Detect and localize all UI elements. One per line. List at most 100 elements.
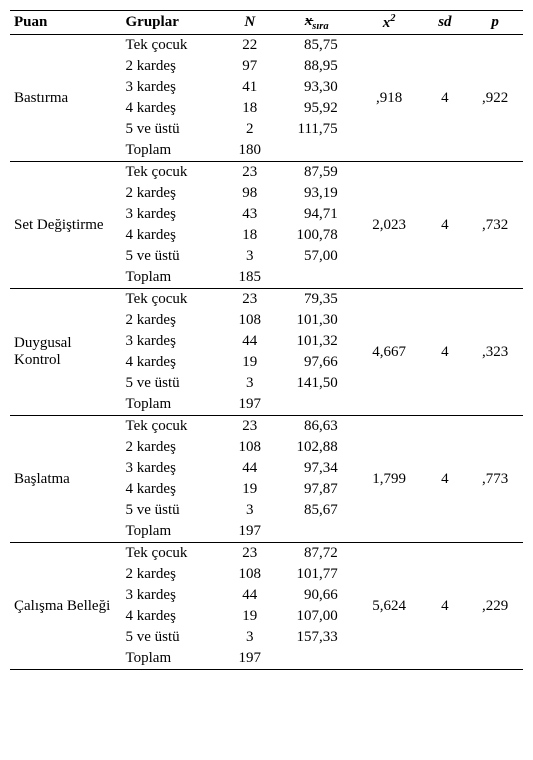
xsira-cell: 101,77 [278, 564, 356, 585]
p-cell: ,732 [467, 162, 523, 289]
group-cell: 3 kardeş [122, 585, 222, 606]
group-cell: 5 ve üstü [122, 373, 222, 394]
n-cell: 98 [222, 183, 278, 204]
table-row: BaşlatmaTek çocuk2386,631,7994,773 [10, 416, 523, 438]
n-cell: 23 [222, 289, 278, 311]
xsira-cell: 97,34 [278, 458, 356, 479]
p-cell: ,323 [467, 289, 523, 416]
group-cell: Toplam [122, 394, 222, 416]
xsira-cell: 79,35 [278, 289, 356, 311]
group-cell: 2 kardeş [122, 564, 222, 585]
xsira-cell: 87,59 [278, 162, 356, 184]
n-cell: 19 [222, 479, 278, 500]
n-cell: 3 [222, 627, 278, 648]
sd-cell: 4 [423, 162, 468, 289]
table-row: BastırmaTek çocuk2285,75,9184,922 [10, 35, 523, 57]
n-cell: 18 [222, 225, 278, 246]
group-cell: 3 kardeş [122, 331, 222, 352]
group-cell: 5 ve üstü [122, 246, 222, 267]
puan-cell: Duygusal Kontrol [10, 289, 122, 416]
n-cell: 108 [222, 437, 278, 458]
group-cell: Tek çocuk [122, 162, 222, 184]
group-cell: 2 kardeş [122, 310, 222, 331]
xsira-cell: 90,66 [278, 585, 356, 606]
xsira-cell: 101,32 [278, 331, 356, 352]
xsira-cell: 157,33 [278, 627, 356, 648]
header-sd: sd [423, 11, 468, 35]
group-cell: Tek çocuk [122, 35, 222, 57]
puan-cell: Set Değiştirme [10, 162, 122, 289]
x2-cell: 4,667 [356, 289, 423, 416]
group-cell: Toplam [122, 267, 222, 289]
p-cell: ,773 [467, 416, 523, 543]
group-cell: 5 ve üstü [122, 627, 222, 648]
group-cell: 3 kardeş [122, 204, 222, 225]
header-row: Puan Gruplar N _xsıra x2 sd p [10, 11, 523, 35]
group-cell: Tek çocuk [122, 289, 222, 311]
header-p: p [467, 11, 523, 35]
n-cell: 23 [222, 416, 278, 438]
n-cell: 18 [222, 98, 278, 119]
group-cell: 3 kardeş [122, 458, 222, 479]
n-cell: 19 [222, 606, 278, 627]
group-cell: 2 kardeş [122, 183, 222, 204]
n-cell: 108 [222, 564, 278, 585]
n-cell: 3 [222, 246, 278, 267]
n-cell: 43 [222, 204, 278, 225]
n-cell: 197 [222, 394, 278, 416]
stats-table: Puan Gruplar N _xsıra x2 sd p BastırmaTe… [10, 10, 523, 670]
header-xsira: _xsıra [278, 11, 356, 35]
n-cell: 108 [222, 310, 278, 331]
xsira-cell [278, 267, 356, 289]
n-cell: 19 [222, 352, 278, 373]
xsira-cell: 111,75 [278, 119, 356, 140]
xsira-cell: 97,87 [278, 479, 356, 500]
n-cell: 197 [222, 521, 278, 543]
group-cell: Tek çocuk [122, 416, 222, 438]
header-n: N [222, 11, 278, 35]
table-row: Çalışma BelleğiTek çocuk2387,725,6244,22… [10, 543, 523, 565]
header-gruplar: Gruplar [122, 11, 222, 35]
n-cell: 23 [222, 543, 278, 565]
xsira-cell [278, 521, 356, 543]
sd-cell: 4 [423, 35, 468, 162]
group-cell: 2 kardeş [122, 56, 222, 77]
xsira-cell: 94,71 [278, 204, 356, 225]
puan-cell: Çalışma Belleği [10, 543, 122, 670]
puan-cell: Bastırma [10, 35, 122, 162]
n-cell: 23 [222, 162, 278, 184]
puan-cell: Başlatma [10, 416, 122, 543]
xsira-cell: 95,92 [278, 98, 356, 119]
n-cell: 180 [222, 140, 278, 162]
n-cell: 44 [222, 585, 278, 606]
header-puan: Puan [10, 11, 122, 35]
table-row: Duygusal KontrolTek çocuk2379,354,6674,3… [10, 289, 523, 311]
group-cell: 2 kardeş [122, 437, 222, 458]
group-cell: 4 kardeş [122, 479, 222, 500]
x2-cell: 2,023 [356, 162, 423, 289]
n-cell: 197 [222, 648, 278, 670]
xsira-cell: 102,88 [278, 437, 356, 458]
n-cell: 44 [222, 458, 278, 479]
p-cell: ,922 [467, 35, 523, 162]
x2-cell: ,918 [356, 35, 423, 162]
header-x2: x2 [356, 11, 423, 35]
n-cell: 185 [222, 267, 278, 289]
group-cell: 4 kardeş [122, 225, 222, 246]
n-cell: 41 [222, 77, 278, 98]
sd-cell: 4 [423, 416, 468, 543]
xsira-cell: 93,19 [278, 183, 356, 204]
n-cell: 44 [222, 331, 278, 352]
n-cell: 3 [222, 373, 278, 394]
xsira-cell [278, 394, 356, 416]
n-cell: 97 [222, 56, 278, 77]
xsira-cell: 57,00 [278, 246, 356, 267]
group-cell: 5 ve üstü [122, 119, 222, 140]
xsira-cell: 85,67 [278, 500, 356, 521]
p-cell: ,229 [467, 543, 523, 670]
group-cell: 4 kardeş [122, 606, 222, 627]
xsira-cell: 107,00 [278, 606, 356, 627]
group-cell: 4 kardeş [122, 98, 222, 119]
group-cell: Toplam [122, 140, 222, 162]
xsira-cell: 97,66 [278, 352, 356, 373]
